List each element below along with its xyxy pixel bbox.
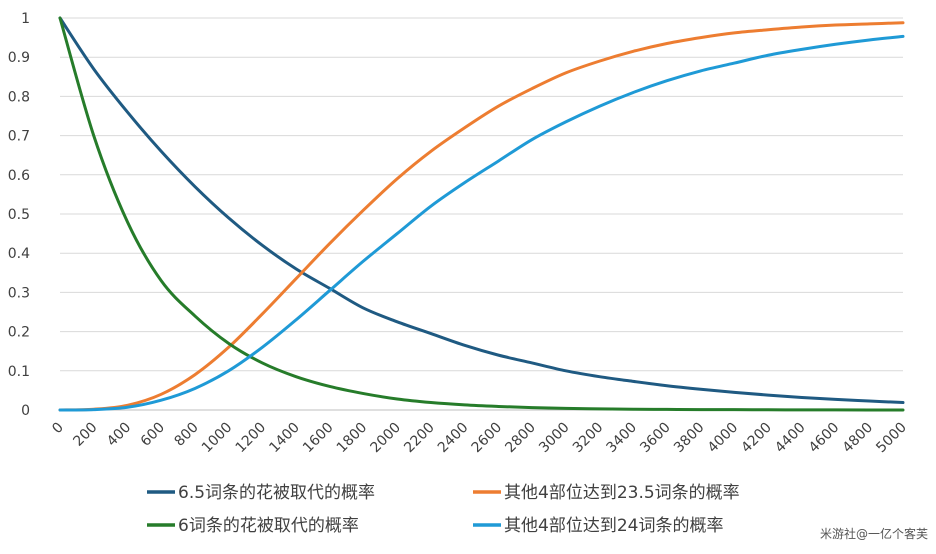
series-line-1 [58, 16, 905, 405]
y-tick-label: 0.9 [8, 50, 30, 66]
series-line-4 [58, 34, 905, 412]
y-tick-label: 0.1 [8, 364, 30, 380]
legend-label-series-3: 6词条的花被取代的概率 [178, 516, 359, 536]
series-line-3 [58, 16, 905, 412]
y-tick-label: 0.5 [8, 207, 30, 223]
legend-label-series-2: 其他4部位达到23.5词条的概率 [504, 483, 740, 503]
y-tick-label: 1 [21, 11, 30, 27]
legend-label-series-4: 其他4部位达到24词条的概率 [504, 516, 723, 536]
legend-label-series-1: 6.5词条的花被取代的概率 [178, 483, 375, 503]
legend: 6.5词条的花被取代的概率 其他4部位达到23.5词条的概率 6词条的花被取代的… [147, 483, 740, 536]
series-lines [58, 16, 905, 412]
y-tick-label: 0.4 [8, 246, 30, 262]
y-tick-label: 0 [21, 403, 30, 419]
series-line-2 [58, 21, 905, 412]
y-axis-tick-labels: 0 0.1 0.2 0.3 0.4 0.5 0.6 0.7 0.8 0.9 1 [8, 11, 30, 419]
y-tick-label: 0.6 [8, 168, 30, 184]
y-tick-label: 0.3 [8, 285, 30, 301]
y-tick-label: 0.7 [8, 129, 30, 145]
y-tick-label: 0.8 [8, 89, 30, 105]
watermark: 米游社@一亿个客芙 [820, 526, 928, 541]
y-tick-label: 0.2 [8, 325, 30, 341]
